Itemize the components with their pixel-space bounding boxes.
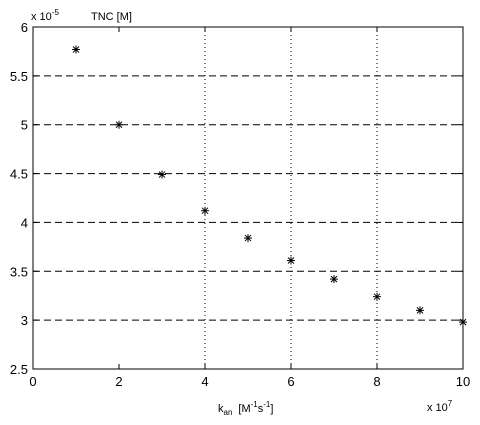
y-tick-label: 3 — [21, 313, 28, 328]
x-tick-label: 6 — [287, 374, 294, 389]
x-tick-label: 2 — [115, 374, 122, 389]
x-axis-label: kan [M-1s-1] — [218, 400, 273, 417]
data-point — [244, 234, 252, 243]
data-point — [115, 120, 123, 129]
data-point — [201, 206, 209, 215]
y-axis-label: TNC [M] — [91, 11, 132, 23]
x-tick-label: 4 — [201, 374, 208, 389]
tick-labels: 0 2 4 6 8 10 2.5 3 3.5 4 4.5 5 5.5 6 — [10, 20, 470, 389]
ticks — [32, 26, 464, 370]
y-tick-label: 4 — [21, 215, 28, 230]
data-point — [373, 292, 381, 301]
y-tick-label: 6 — [21, 20, 28, 35]
plot-frame — [32, 26, 464, 370]
data-point — [158, 170, 166, 179]
data-point — [72, 45, 80, 54]
data-point — [330, 275, 338, 284]
data-point — [287, 256, 295, 265]
x-tick-label: 0 — [29, 374, 36, 389]
x-tick-label: 8 — [373, 374, 380, 389]
data-point — [416, 306, 424, 315]
y-tick-label: 5 — [21, 118, 28, 133]
y-tick-label: 4.5 — [10, 167, 28, 182]
x-tick-label: 10 — [456, 374, 470, 389]
data-points — [72, 45, 467, 327]
y-tick-label: 3.5 — [10, 264, 28, 279]
data-point — [459, 318, 467, 327]
y-exponent-label: x 10-5 — [31, 8, 59, 23]
x-exponent-label: x 107 — [427, 399, 453, 414]
y-tick-label: 2.5 — [10, 362, 28, 377]
y-tick-label: 5.5 — [10, 69, 28, 84]
gridlines — [33, 27, 463, 369]
